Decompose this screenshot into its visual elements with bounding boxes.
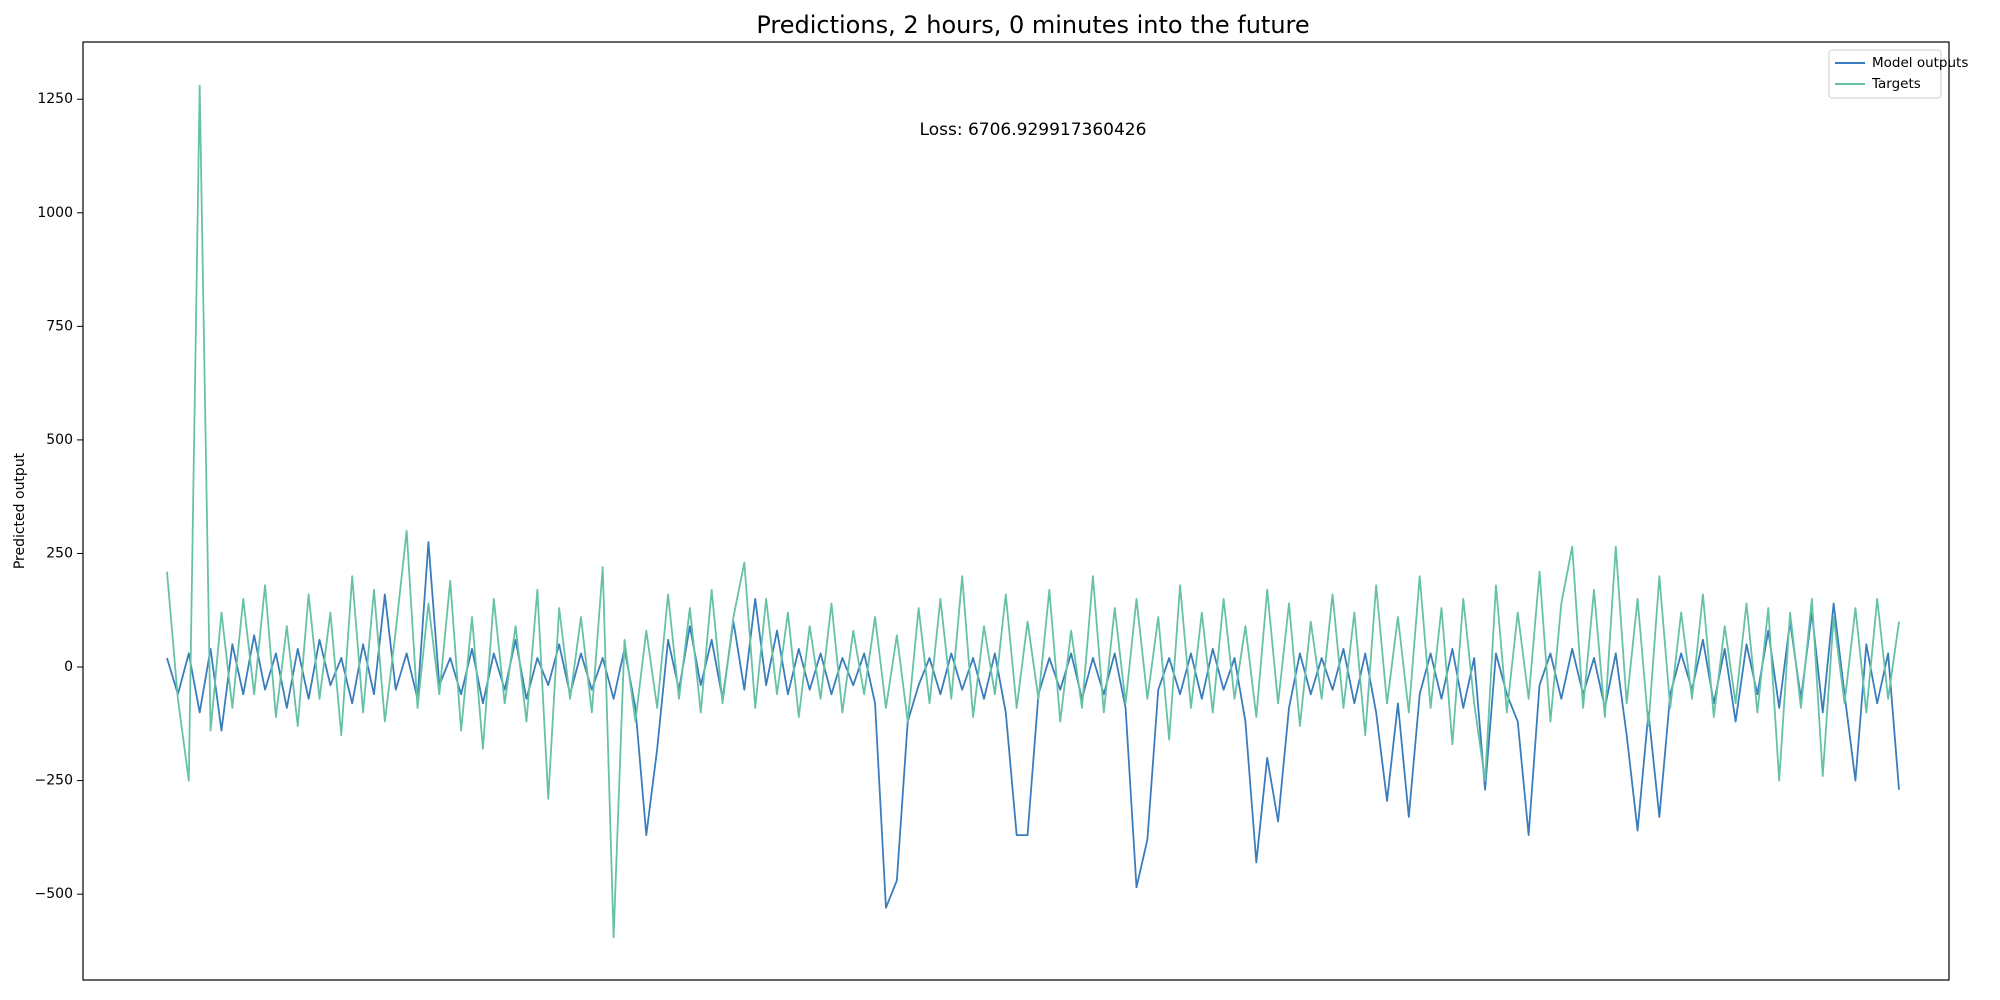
legend-label: Targets xyxy=(1871,76,1921,92)
plot-area xyxy=(166,84,1900,939)
y-tick-label: 1250 xyxy=(37,91,73,107)
legend-label: Model outputs xyxy=(1872,55,1968,71)
y-tick-label: 0 xyxy=(64,659,73,675)
y-tick-label: 1000 xyxy=(37,205,73,221)
series-line xyxy=(166,84,1900,939)
y-tick-label: 250 xyxy=(46,545,73,561)
series-line xyxy=(166,541,1900,909)
annotation: Loss: 6706.929917360426 xyxy=(920,120,1147,140)
y-tick-label: −250 xyxy=(35,773,73,789)
y-tick-label: 500 xyxy=(46,432,73,448)
y-tick-label: −500 xyxy=(35,886,73,902)
chart-title: Predictions, 2 hours, 0 minutes into the… xyxy=(756,11,1309,39)
y-axis-label: Predicted output xyxy=(12,452,28,569)
plot-frame xyxy=(82,41,1950,981)
y-tick-label: 750 xyxy=(46,318,73,334)
